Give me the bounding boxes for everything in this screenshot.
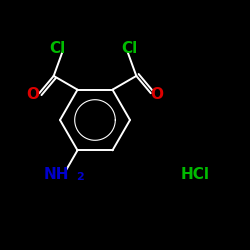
Text: Cl: Cl	[49, 41, 65, 56]
Text: Cl: Cl	[121, 41, 137, 56]
Text: O: O	[26, 87, 40, 102]
Text: HCl: HCl	[180, 167, 210, 182]
Text: 2: 2	[76, 172, 84, 181]
Text: O: O	[150, 87, 164, 102]
Text: NH: NH	[43, 167, 69, 182]
